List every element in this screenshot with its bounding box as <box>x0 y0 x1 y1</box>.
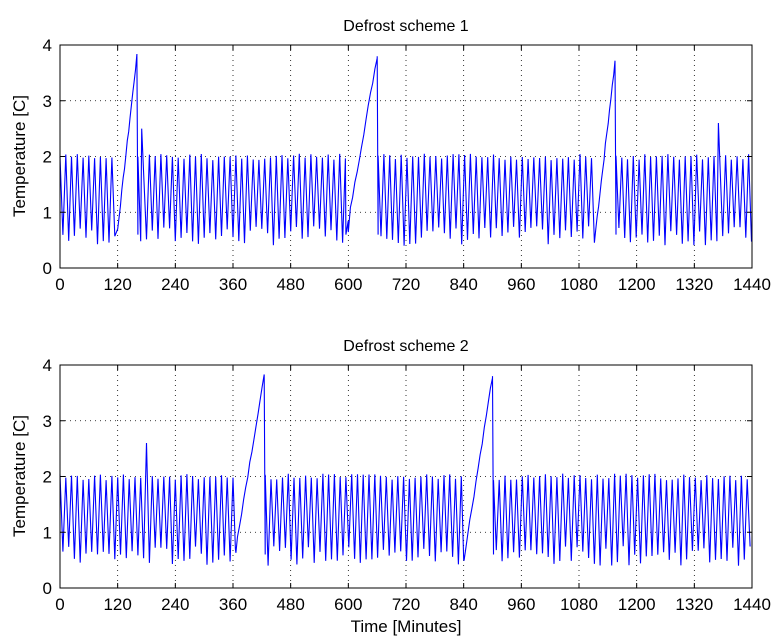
y-tick-label: 0 <box>43 259 52 278</box>
x-tick-label: 960 <box>507 595 535 614</box>
x-tick-label: 1200 <box>618 275 656 294</box>
y-tick-label: 1 <box>43 203 52 222</box>
y-tick-label: 3 <box>43 412 52 431</box>
x-tick-label: 720 <box>392 275 420 294</box>
y-tick-label: 0 <box>43 579 52 598</box>
x-tick-label: 1440 <box>733 275 771 294</box>
y-tick-label: 2 <box>43 468 52 487</box>
x-tick-label: 360 <box>219 275 247 294</box>
y-tick-label: 1 <box>43 523 52 542</box>
x-tick-label: 480 <box>276 595 304 614</box>
chart-panel-2: Defrost scheme 2 Temperature [C] Time [M… <box>10 338 771 636</box>
chart-title: Defrost scheme 2 <box>343 338 468 355</box>
temperature-series-line <box>59 53 753 246</box>
chart-panel-1: Defrost scheme 1 Temperature [C] 0 120 240… <box>10 18 771 294</box>
x-tick-label: 600 <box>334 595 362 614</box>
x-tick-label: 1080 <box>560 595 598 614</box>
x-tick-label: 1200 <box>618 595 656 614</box>
x-tick-label: 1320 <box>675 595 713 614</box>
y-tick-label: 4 <box>43 356 52 375</box>
x-tick-label: 1320 <box>675 275 713 294</box>
x-tick-label: 360 <box>219 595 247 614</box>
x-tick-label: 0 <box>55 275 64 294</box>
y-axis-label: Temperature [C] <box>10 95 29 217</box>
x-tick-label: 480 <box>276 275 304 294</box>
x-tick-label: 1440 <box>733 595 771 614</box>
y-tick-label: 4 <box>43 36 52 55</box>
x-tick-label: 0 <box>55 595 64 614</box>
x-tick-label: 1080 <box>560 275 598 294</box>
x-axis-label: Time [Minutes] <box>351 617 462 636</box>
x-tick-label: 960 <box>507 275 535 294</box>
x-tick-label: 240 <box>161 275 189 294</box>
y-tick-label: 2 <box>43 148 52 167</box>
temperature-series-line <box>59 374 751 566</box>
x-tick-label: 600 <box>334 275 362 294</box>
x-tick-label: 120 <box>103 275 131 294</box>
y-tick-label: 3 <box>43 92 52 111</box>
y-axis-label: Temperature [C] <box>10 415 29 537</box>
x-tick-label: 840 <box>449 275 477 294</box>
x-tick-label: 840 <box>449 595 477 614</box>
x-tick-label: 240 <box>161 595 189 614</box>
chart-title: Defrost scheme 1 <box>343 18 468 35</box>
x-tick-label: 720 <box>392 595 420 614</box>
x-tick-label: 120 <box>103 595 131 614</box>
